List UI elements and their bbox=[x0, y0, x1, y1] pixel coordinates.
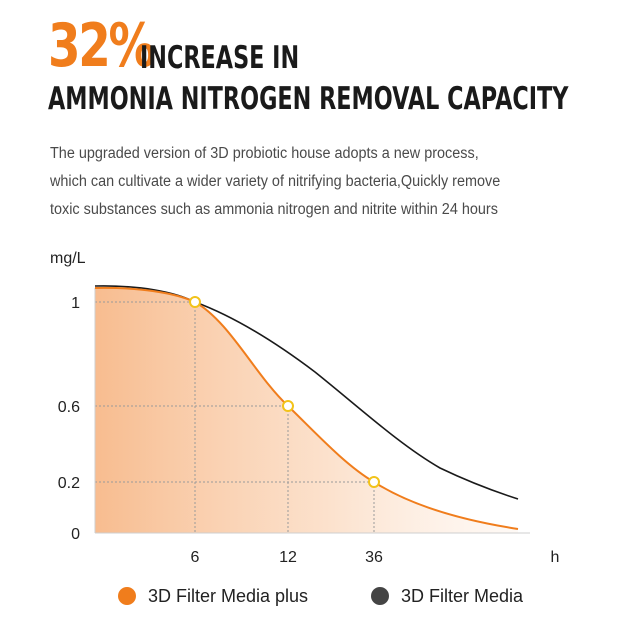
y-tick-label-0-2: 0.2 bbox=[58, 475, 80, 492]
x-tick-label-12: 12 bbox=[279, 549, 297, 566]
description-line-3: toxic substances such as ammonia nitroge… bbox=[50, 201, 498, 218]
description-line-2: which can cultivate a wider variety of n… bbox=[50, 173, 501, 190]
description: The upgraded version of 3D probiotic hou… bbox=[50, 140, 610, 224]
data-point-6 bbox=[189, 296, 201, 308]
y-axis-label: mg/L bbox=[50, 250, 86, 267]
legend-label-3d-filter-media-plus: 3D Filter Media plus bbox=[148, 586, 308, 606]
description-line-1: The upgraded version of 3D probiotic hou… bbox=[50, 145, 479, 162]
legend-marker-3d-filter-media bbox=[371, 587, 389, 605]
x-axis-label: h bbox=[551, 549, 560, 566]
y-tick-label-0-6: 0.6 bbox=[58, 399, 80, 416]
legend-label-3d-filter-media: 3D Filter Media bbox=[401, 586, 524, 606]
y-tick-label-1: 1 bbox=[71, 295, 80, 312]
headline: 32% INCREASE IN AMMONIA NITROGEN REMOVAL… bbox=[48, 10, 608, 116]
series-area-3d-filter-media-plus bbox=[95, 287, 518, 533]
x-tick-label-36: 36 bbox=[365, 549, 383, 566]
data-point-36 bbox=[368, 476, 380, 488]
data-point-12 bbox=[282, 400, 294, 412]
legend-marker-3d-filter-media-plus bbox=[118, 587, 136, 605]
y-tick-label-0: 0 bbox=[71, 526, 80, 543]
headline-line1: INCREASE IN bbox=[140, 40, 300, 76]
x-tick-label-6: 6 bbox=[191, 549, 200, 566]
